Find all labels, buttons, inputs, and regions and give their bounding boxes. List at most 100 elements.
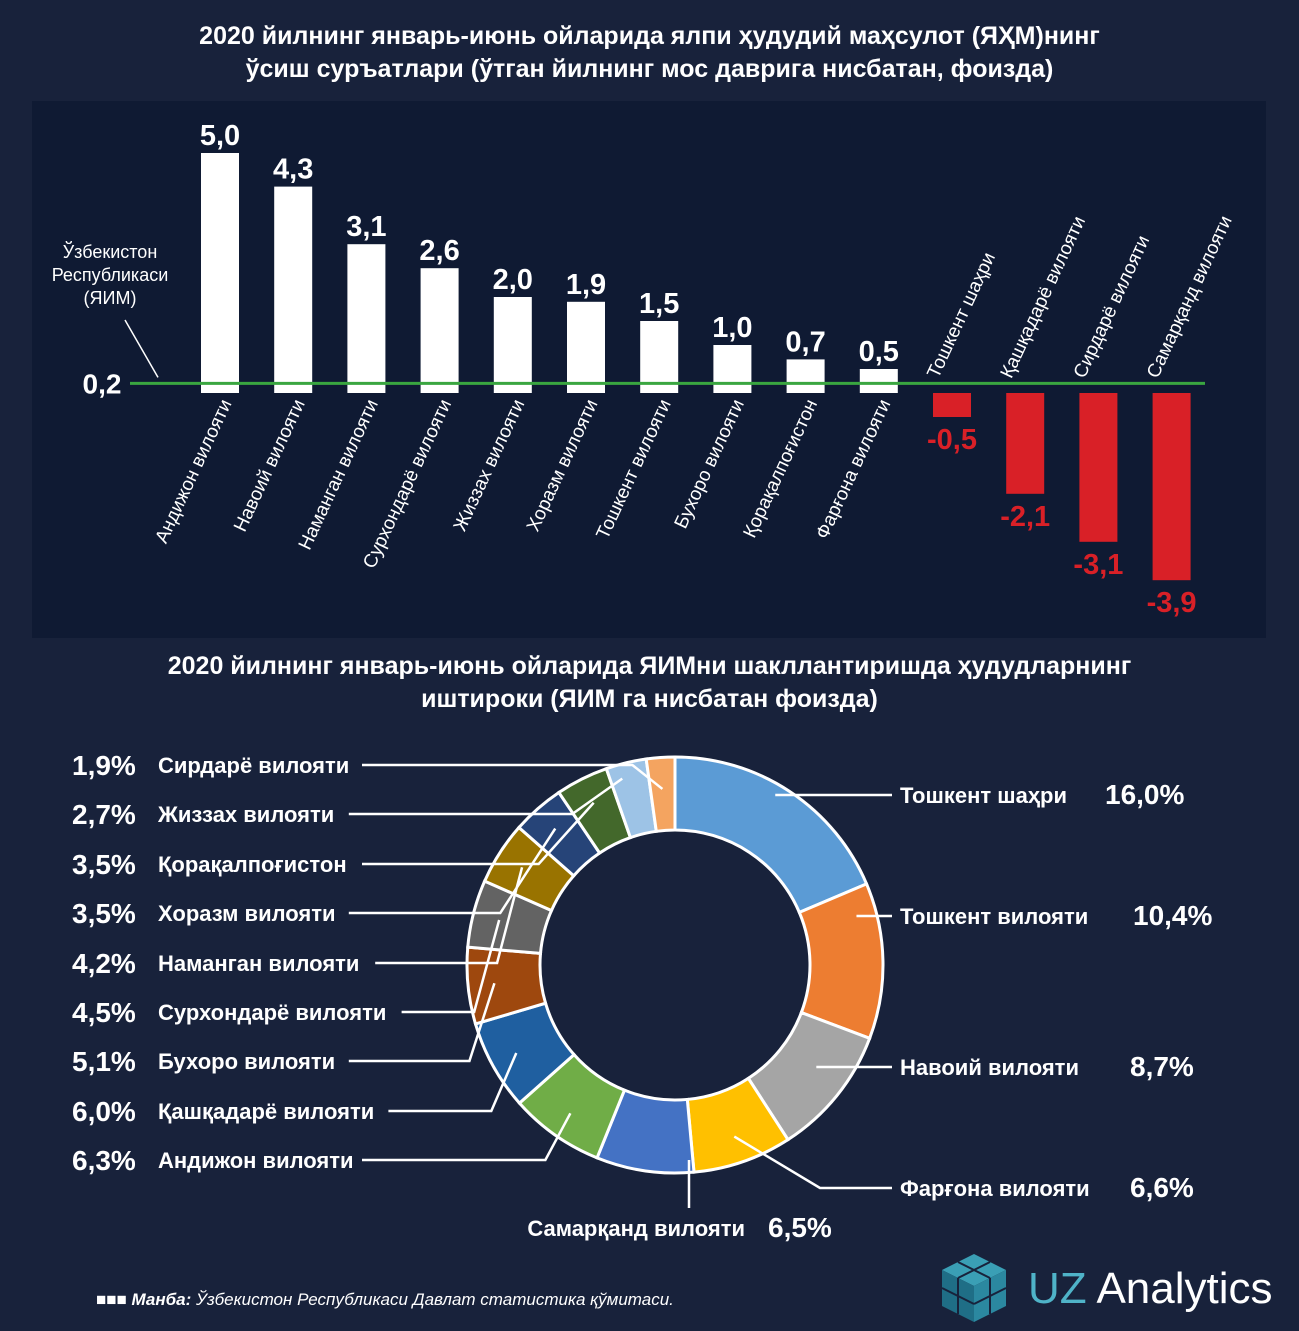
slice-label: Қорақалпоғистон xyxy=(158,852,347,877)
slice-value-label: 3,5% xyxy=(72,898,136,929)
leader-line xyxy=(348,827,557,915)
bar xyxy=(640,321,679,393)
slice-value-label: 3,5% xyxy=(72,849,136,880)
slice-value-label: 10,4% xyxy=(1133,900,1212,931)
bar xyxy=(420,268,459,393)
category-label: Жиззах вилояти xyxy=(450,396,529,534)
slice-label: Бухоро вилояти xyxy=(158,1049,335,1074)
category-label: Навоий вилояти xyxy=(230,396,310,535)
bar xyxy=(347,244,386,393)
bar-value-label: -3,9 xyxy=(1147,587,1197,619)
bar-value-label: 2,6 xyxy=(419,235,459,267)
slice-label: Андижон вилояти xyxy=(158,1148,354,1173)
bar xyxy=(567,301,605,393)
logo-text-analytics: Analytics xyxy=(1096,1264,1273,1313)
category-label: Самарқанд вилояти xyxy=(1143,213,1237,382)
donut-chart-title: 2020 йилнинг январь-июнь ойларида ЯИМни … xyxy=(0,650,1299,716)
donut-slice xyxy=(746,1010,872,1142)
reference-pointer-line xyxy=(124,319,159,378)
category-label: Бухоро вилояти xyxy=(671,396,749,532)
bar-chart: 5,0 Андижон вилояти 4,3 Навоий вилояти 3,1 На… xyxy=(52,120,1237,619)
bar xyxy=(1152,393,1191,581)
slice-value-label: 6,0% xyxy=(72,1096,136,1127)
donut-slice xyxy=(556,766,633,856)
donut-slice xyxy=(595,1088,696,1175)
logo-text: UZ Analytics xyxy=(1028,1264,1273,1314)
donut-slice xyxy=(516,790,602,878)
leader-line xyxy=(733,1135,892,1190)
slice-label: Хоразм вилояти xyxy=(158,901,336,926)
slice-label: Сурхондарё вилояти xyxy=(158,1000,386,1025)
bar xyxy=(859,369,898,393)
source-squares-icon: ■■■ xyxy=(96,1290,127,1309)
reference-label: Ўзбекистон xyxy=(63,241,158,262)
slice-label: Самарқанд вилояти xyxy=(527,1216,745,1241)
bar-value-label: 1,0 xyxy=(712,312,752,344)
bar-value-label: 0,7 xyxy=(785,326,825,358)
slice-value-label: 6,6% xyxy=(1130,1172,1194,1203)
bar xyxy=(1079,393,1118,542)
leader-line xyxy=(388,1052,518,1113)
slice-value-label: 5,1% xyxy=(72,1046,136,1077)
category-label: Фарғона вилояти xyxy=(812,396,895,542)
donut-slice xyxy=(466,879,554,956)
slice-label: Қашқадарё вилояти xyxy=(158,1099,374,1124)
leader-line xyxy=(362,801,595,866)
slice-value-label: 8,7% xyxy=(1130,1051,1194,1082)
donut-slice xyxy=(644,755,677,833)
bar-chart-title-line1: 2020 йилнинг январь-июнь ойларида ялпи ҳ… xyxy=(199,22,1100,50)
leader-line xyxy=(401,919,501,1014)
bar-value-label: 0,5 xyxy=(859,336,899,368)
slice-value-label: 1,9% xyxy=(72,750,136,781)
bar xyxy=(201,153,239,393)
bar xyxy=(933,393,971,417)
slice-label: Наманган вилояти xyxy=(158,951,359,976)
source-text: Ўзбекистон Республикаси Давлат статистик… xyxy=(196,1290,674,1309)
bar-value-label: 1,5 xyxy=(639,288,679,320)
bar xyxy=(1006,393,1045,494)
slice-label: Навоий вилояти xyxy=(900,1055,1079,1080)
bar-value-label: 5,0 xyxy=(200,120,240,152)
slice-value-label: 6,3% xyxy=(72,1145,136,1176)
donut-chart-title-line2: иштироки (ЯИМ га нисбатан фоизда) xyxy=(421,685,878,713)
bar-chart-title-line2: ўсиш суръатлари (ўтган йилнинг мос даври… xyxy=(245,55,1054,83)
slice-value-label: 2,7% xyxy=(72,799,136,830)
donut-slice xyxy=(473,1001,577,1106)
bar-chart-title: 2020 йилнинг январь-июнь ойларида ялпи ҳ… xyxy=(0,20,1299,86)
uz-analytics-logo: UZ Analytics xyxy=(936,1250,1286,1326)
reference-label: Республикаси xyxy=(52,265,169,285)
leader-line xyxy=(362,1112,572,1162)
reference-value-label: 0,2 xyxy=(83,368,122,399)
slice-value-label: 4,5% xyxy=(72,997,136,1028)
donut-slice xyxy=(673,755,869,915)
bar-value-label: 1,9 xyxy=(566,269,606,301)
leader-line xyxy=(348,982,496,1063)
donut-slice xyxy=(685,1076,791,1174)
bar xyxy=(786,359,825,393)
slice-value-label: 6,5% xyxy=(768,1212,832,1243)
category-label: Андижон вилояти xyxy=(152,396,237,546)
category-label: Тошкент вилояти xyxy=(593,396,676,542)
slice-label: Тошкент шаҳри xyxy=(900,783,1067,808)
leader-line xyxy=(362,763,664,790)
slice-label: Сирдарё вилояти xyxy=(158,753,349,778)
donut-slice xyxy=(482,825,576,913)
leader-line xyxy=(348,777,623,816)
logo-text-uz: UZ xyxy=(1028,1264,1087,1313)
slice-label: Фарғона вилояти xyxy=(900,1176,1090,1201)
category-label: Қашқадарё вилояти xyxy=(997,213,1090,381)
donut-slice xyxy=(604,757,658,840)
donut-slice xyxy=(465,945,548,1026)
donut-slice xyxy=(797,881,885,1041)
category-label: Наманган вилояти xyxy=(295,396,383,553)
bar-value-label: -0,5 xyxy=(927,424,977,456)
slice-value-label: 16,0% xyxy=(1105,779,1184,810)
category-label: Тошкент шаҳри xyxy=(923,249,1000,381)
bar-value-label: 3,1 xyxy=(346,211,386,243)
cube-logo-icon xyxy=(941,1254,1007,1322)
source-note: ■■■ Манба: Ўзбекистон Республикаси Давла… xyxy=(96,1290,674,1310)
source-label: Манба: xyxy=(131,1290,192,1309)
donut-slice xyxy=(517,1052,627,1160)
bar xyxy=(713,345,752,393)
slice-value-label: 4,2% xyxy=(72,948,136,979)
